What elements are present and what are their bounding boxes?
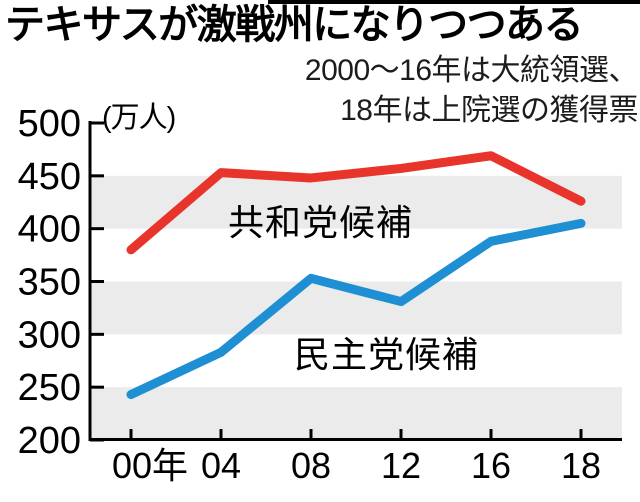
- grid-band: [91, 175, 622, 229]
- y-axis-label: 250: [18, 367, 81, 409]
- x-axis-label: 04: [201, 445, 241, 486]
- x-axis-label: 18: [561, 445, 601, 486]
- republican-series-line: [126, 151, 586, 255]
- y-axis-label: 200: [18, 420, 81, 462]
- x-axis-label: 00年: [112, 445, 188, 486]
- chart-subtitle-line1: 2000〜16年は大統領選、: [304, 54, 639, 87]
- y-axis-label: 350: [18, 262, 81, 304]
- series-label-republican: 共和党候補: [228, 202, 414, 243]
- y-axis-label: 300: [18, 314, 81, 356]
- series-label-democrat: 民主党候補: [294, 334, 480, 375]
- y-axis-label: 400: [18, 209, 81, 251]
- top-divider-bar: [268, 0, 640, 4]
- y-axis-unit-label: (万人): [102, 102, 176, 134]
- grid-band: [91, 387, 622, 440]
- page-title: テキサスが激戦州になりつつある: [5, 3, 584, 47]
- chart-subtitle: 2000〜16年は大統領選、 18年は上院選の獲得票: [304, 51, 639, 131]
- y-axis-label: 500: [18, 103, 81, 145]
- x-axis-label: 12: [381, 445, 421, 486]
- democrat-series-line: [126, 218, 586, 400]
- x-axis-label: 08: [291, 445, 331, 486]
- x-axis-label: 16: [471, 445, 511, 486]
- y-axis-label: 450: [18, 156, 81, 198]
- chart-subtitle-line2: 18年は上院選の獲得票: [340, 94, 638, 127]
